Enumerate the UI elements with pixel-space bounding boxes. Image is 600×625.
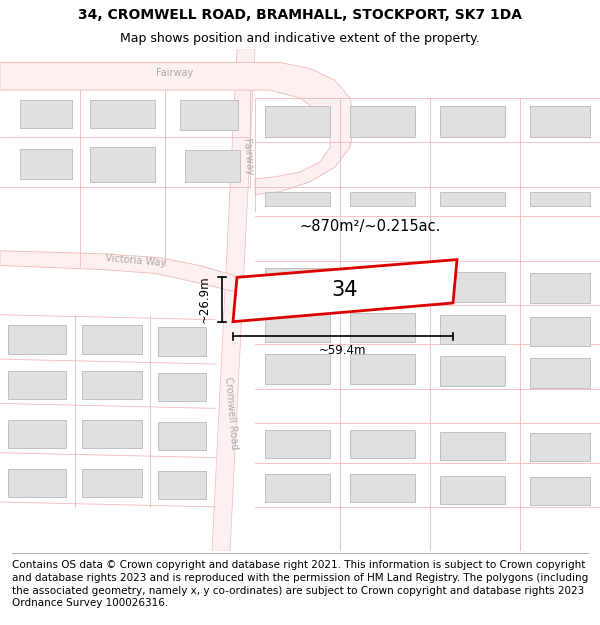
Bar xyxy=(158,471,206,499)
Bar xyxy=(530,273,590,303)
Polygon shape xyxy=(212,49,255,551)
Bar xyxy=(350,106,415,138)
Bar xyxy=(350,271,415,300)
Bar xyxy=(265,312,330,342)
Text: ~59.4m: ~59.4m xyxy=(319,344,367,357)
Bar xyxy=(158,373,206,401)
Bar xyxy=(530,433,590,461)
Polygon shape xyxy=(233,259,457,322)
Bar xyxy=(8,420,66,447)
Bar xyxy=(20,100,72,127)
Text: Map shows position and indicative extent of the property.: Map shows position and indicative extent… xyxy=(120,31,480,44)
Bar xyxy=(440,192,505,206)
Bar xyxy=(180,100,238,129)
Bar xyxy=(82,324,142,354)
Text: 34: 34 xyxy=(332,281,358,301)
Bar xyxy=(350,312,415,342)
Bar xyxy=(158,327,206,356)
Bar xyxy=(440,356,505,386)
Polygon shape xyxy=(0,251,255,297)
Bar xyxy=(530,317,590,346)
Text: Contains OS data © Crown copyright and database right 2021. This information is : Contains OS data © Crown copyright and d… xyxy=(12,560,588,609)
Bar xyxy=(158,422,206,450)
Bar xyxy=(350,354,415,384)
Bar xyxy=(530,358,590,387)
Bar xyxy=(82,469,142,497)
Bar xyxy=(265,269,330,298)
Bar xyxy=(530,478,590,505)
Text: 34, CROMWELL ROAD, BRAMHALL, STOCKPORT, SK7 1DA: 34, CROMWELL ROAD, BRAMHALL, STOCKPORT, … xyxy=(78,8,522,22)
Bar xyxy=(440,476,505,504)
Bar xyxy=(265,192,330,206)
Text: Fairway: Fairway xyxy=(157,68,194,78)
Bar xyxy=(265,106,330,138)
Text: Cromwell Road: Cromwell Road xyxy=(223,376,239,450)
Bar xyxy=(440,432,505,459)
Bar xyxy=(350,192,415,206)
Bar xyxy=(265,474,330,502)
Bar xyxy=(8,371,66,399)
Bar xyxy=(350,474,415,502)
Text: Victoria Way: Victoria Way xyxy=(105,253,167,268)
Text: ~870m²/~0.215ac.: ~870m²/~0.215ac. xyxy=(299,219,440,234)
Bar xyxy=(20,149,72,179)
Text: ~26.9m: ~26.9m xyxy=(197,276,211,323)
Bar xyxy=(350,430,415,457)
Bar xyxy=(82,420,142,447)
Bar xyxy=(8,324,66,354)
Bar xyxy=(530,106,590,138)
Bar xyxy=(530,192,590,206)
Bar xyxy=(265,354,330,384)
Polygon shape xyxy=(0,62,355,194)
Text: Fairway: Fairway xyxy=(241,138,254,176)
Bar xyxy=(82,371,142,399)
Bar xyxy=(185,150,240,182)
Bar xyxy=(440,106,505,138)
Bar xyxy=(90,148,155,182)
Bar xyxy=(440,315,505,344)
Bar xyxy=(440,272,505,302)
Bar xyxy=(8,469,66,497)
Bar xyxy=(265,430,330,457)
Bar xyxy=(90,100,155,127)
